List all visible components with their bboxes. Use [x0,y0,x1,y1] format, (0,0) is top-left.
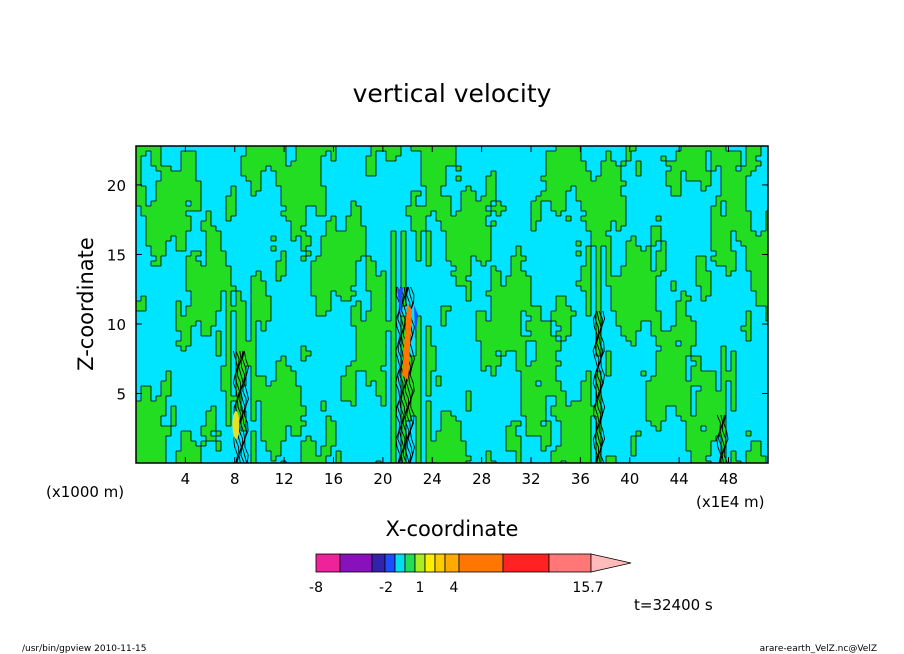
core-contour [234,350,240,463]
zero-contour-lines [136,146,768,463]
x-tick-label: 40 [620,470,639,488]
x-tick-label: 32 [521,470,540,488]
colorbar-swatch [424,553,436,573]
colorbar-swatch [458,553,504,573]
updraft-column-3 [592,310,606,463]
colorbar [315,553,632,573]
footer-left: /usr/bin/gpview 2010-11-15 [22,644,146,654]
colorbar-label-1: 1 [416,580,425,596]
colorbar-label-4: 4 [450,580,459,596]
core-contour [723,414,729,463]
colorbar-swatch [434,553,446,573]
y-tick-label: 5 [116,385,126,403]
y-axis-ticks: 5 10 15 20 [107,177,768,403]
core-contour [397,286,403,463]
downdraft-core [414,305,419,341]
core-contour [400,286,406,463]
updraft-column-1 [232,350,249,463]
core-contour [238,350,244,463]
colorbar-swatch [404,553,416,573]
colorbar-swatch [394,553,406,573]
x-tick-label: 20 [373,470,392,488]
x-tick-label: 8 [230,470,240,488]
x-tick-label: 48 [719,470,738,488]
x-tick-label: 44 [670,470,689,488]
colorbar-swatch [548,553,592,573]
downdraft-core [397,287,404,316]
footer-right: arare-earth_VelZ.nc@VelZ [760,644,877,654]
x-tick-label: 4 [181,470,191,488]
time-label: t=32400 s [634,596,713,614]
y-axis-label: Z-coordinate [74,237,98,371]
x-axis-label: X-coordinate [386,517,519,541]
core-contour [721,414,727,463]
x-unit-right: (x1E4 m) [696,493,765,511]
core-contour [599,310,606,463]
core-contour [243,350,249,463]
velocity-field [136,146,768,463]
x-unit-left: (x1000 m) [46,483,124,501]
x-tick-label: 28 [472,470,491,488]
colorbar-label-neg8: -8 [309,580,323,596]
colorbar-swatch [371,553,386,573]
y-tick-label: 20 [107,177,126,195]
plot-frame [135,145,769,464]
core-contour [592,310,598,463]
colorbar-swatch [502,553,550,573]
core-contour [241,350,248,463]
x-tick-label: 36 [571,470,590,488]
warm-patch [232,411,240,439]
x-axis-ticks: 4 8 12 16 20 24 28 32 36 40 44 48 [181,146,738,488]
updraft-column-2 [395,286,419,463]
x-tick-label: 16 [324,470,343,488]
x-tick-label: 24 [423,470,442,488]
colorbar-label-neg2: -2 [379,580,393,596]
colorbar-swatch [444,553,460,573]
colorbar-swatch [384,553,396,573]
updraft-cores [232,286,729,463]
y-tick-label: 10 [107,316,126,334]
colorbar-swatch [339,553,373,573]
core-contour [395,286,401,463]
core-contour [398,286,405,463]
x-tick-label: 12 [275,470,294,488]
y-tick-label: 15 [107,246,126,264]
colorbar-swatch [414,553,426,573]
colorbar-label-15-7: 15.7 [572,580,603,596]
chart-title: vertical velocity [353,79,552,108]
colorbar-swatch [315,553,341,573]
positive-velocity-region [136,146,768,463]
updraft-column-4 [716,414,729,463]
colorbar-extend-arrow [590,553,632,573]
updraft-maximum [402,303,413,381]
